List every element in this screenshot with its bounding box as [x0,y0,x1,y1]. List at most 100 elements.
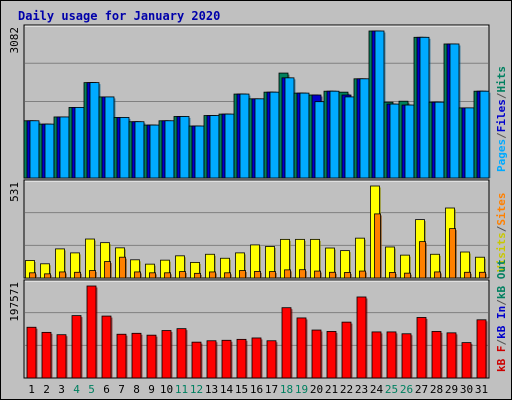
bar-kb-f [266,340,277,379]
bar-pages [239,93,250,179]
bar-pages [209,115,220,179]
bar-pages [44,123,55,179]
bar-sites [284,269,291,279]
bar-pages [59,116,70,179]
bar-pages [359,78,370,179]
bar-sites [419,241,426,279]
bar-kb-f [296,317,307,379]
bar-sites [44,273,51,279]
bar-sites [374,213,381,279]
bar-pages [449,43,460,179]
bar-pages [179,116,190,179]
bar-sites [194,272,201,279]
day-label: 6 [103,383,110,396]
bar-kb-f [146,334,157,379]
day-label: 29 [445,383,458,396]
chart-title: Daily usage for January 2020 [18,9,220,23]
bar-sites [59,271,66,279]
day-label: 4 [73,383,80,396]
bar-pages [404,104,415,179]
series-legend: Visits/Sites [495,193,508,273]
bar-sites [134,271,141,279]
bar-pages [134,121,145,179]
bar-kb-f [311,329,322,379]
bar-sites [164,272,171,279]
day-label: 28 [430,383,443,396]
bar-kb-f [191,341,202,379]
bar-pages [434,101,445,179]
bar-pages [254,98,265,179]
day-label: 8 [133,383,140,396]
bar-sites [449,228,456,279]
bar-kb-f [371,331,382,379]
legend-entry: / [495,225,508,232]
day-axis-labels: 1 2 3 4 5 6 7 8 9 10 11 12 13 14 15 16 17 18 19 20 21 22 23 24 2… [28,383,488,396]
bar-pages [119,117,130,179]
bar-kb-f [431,331,442,379]
bar-kb-f [101,315,112,379]
bar-pages [89,82,100,179]
legend-entry: kB Out [495,259,508,299]
bar-pages [419,36,430,179]
legend-entry: kB In [495,306,508,339]
bar-pages [74,107,85,179]
bar-kb-f [446,332,457,379]
bar-pages [224,113,235,179]
bar-kb-f [56,334,67,379]
bar-kb-f [341,321,352,379]
bar-sites [74,271,81,279]
day-label: 15 [235,383,248,396]
day-label: 13 [205,383,218,396]
day-label: 19 [295,383,308,396]
day-label: 7 [118,383,125,396]
legend-entry: Files [495,99,508,132]
day-label: 24 [370,383,384,396]
bar-sites [224,272,231,279]
day-label: 2 [43,383,50,396]
bar-kb-f [116,333,127,379]
day-label: 16 [250,383,263,396]
chart-panels: 3082Pages/Files/Hits531Visits/Sites19757… [8,24,508,379]
day-label: 10 [160,383,173,396]
bar-kb-f [326,331,337,379]
bar-pages [284,77,295,179]
bar-sites [239,270,246,279]
legend-entry: Pages [495,139,508,172]
bar-kb-f [416,317,427,379]
bar-sites [404,272,411,279]
bar-sites [389,272,396,279]
bar-pages [329,90,340,179]
bar-kb-f [206,340,217,379]
bar-sites [344,272,351,279]
bar-pages [389,103,400,179]
day-label: 27 [415,383,428,396]
bar-kb-f [281,307,292,379]
bar-pages [104,96,115,179]
day-label: 14 [220,383,234,396]
bar-sites [359,270,366,279]
bar-pages [479,90,490,179]
day-label: 1 [28,383,35,396]
bar-kb-f [476,319,487,379]
legend-entry: / [495,299,508,306]
day-label: 5 [88,383,95,396]
bar-sites [299,269,306,279]
legend-entry: / [495,339,508,346]
day-label: 31 [475,383,488,396]
bar-kb-f [26,326,37,379]
bar-kb-f [251,337,262,379]
bar-sites [29,272,36,279]
panel-middle: 531 Visits/Sites [8,179,508,279]
series-legend: Pages/Files/Hits [495,66,508,172]
day-label: 17 [265,383,278,396]
bar-sites [434,271,441,279]
bar-kb-f [41,331,52,379]
day-label: 22 [340,383,353,396]
day-label: 11 [175,383,188,396]
bar-pages [374,30,385,179]
bar-sites [269,271,276,279]
legend-entry: Hits [495,66,508,93]
